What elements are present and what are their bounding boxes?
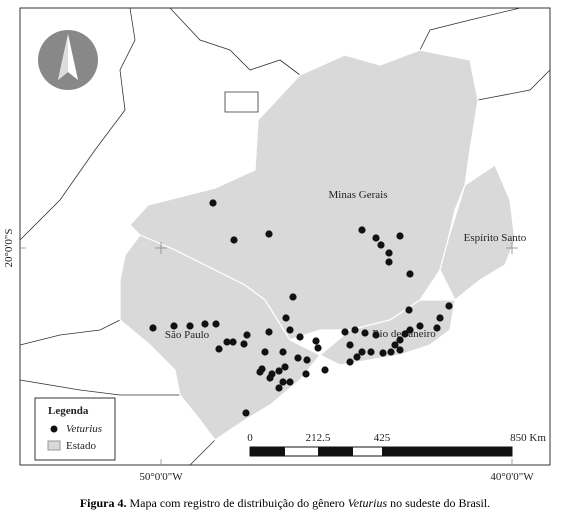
state-label: Espírito Santo xyxy=(464,232,527,244)
scale-label: 212.5 xyxy=(306,432,331,444)
record-point xyxy=(261,348,269,356)
record-point xyxy=(170,322,178,330)
record-point xyxy=(149,324,157,332)
record-point xyxy=(358,226,366,234)
record-point xyxy=(266,374,274,382)
record-point xyxy=(223,338,231,346)
record-point xyxy=(367,348,375,356)
record-point xyxy=(385,258,393,266)
neighbor-borders xyxy=(19,7,551,466)
legend: Legenda Veturius Estado xyxy=(34,397,116,461)
record-point xyxy=(265,328,273,336)
scale-label: 425 xyxy=(374,432,391,444)
states xyxy=(119,49,516,441)
caption: Figura 4. Mapa com registro de distribui… xyxy=(0,496,570,511)
legend-title: Legenda xyxy=(48,405,89,417)
record-point xyxy=(279,378,287,386)
record-point xyxy=(346,358,354,366)
record-point xyxy=(282,314,290,322)
record-point xyxy=(286,378,294,386)
graticule-crosses xyxy=(20,242,518,465)
record-point xyxy=(358,348,366,356)
record-point xyxy=(353,353,361,361)
record-point xyxy=(436,314,444,322)
record-point xyxy=(321,366,329,374)
caption-text: Mapa com registro de distribuição do gên… xyxy=(129,496,345,510)
record-point xyxy=(275,367,283,375)
record-point xyxy=(242,409,250,417)
record-point xyxy=(372,234,380,242)
record-point xyxy=(286,326,294,334)
caption-genus: Veturius xyxy=(347,496,388,510)
record-point xyxy=(361,329,369,337)
record-point xyxy=(289,293,297,301)
record-point xyxy=(229,338,237,346)
state-label: Minas Gerais xyxy=(329,189,388,201)
record-point xyxy=(372,331,380,339)
record-point xyxy=(281,363,289,371)
record-point xyxy=(351,326,359,334)
scale-label: 850 Km xyxy=(510,432,546,444)
scale-label: 0 xyxy=(247,432,253,444)
lon-label: 40°0'0"W xyxy=(490,471,534,483)
record-point xyxy=(406,270,414,278)
record-point xyxy=(279,348,287,356)
record-point xyxy=(445,302,453,310)
record-point xyxy=(396,336,404,344)
record-point xyxy=(230,236,238,244)
map: 20°0'0"S 50°0'0"W 40°0'0"W Minas Gerais … xyxy=(3,7,551,483)
record-point xyxy=(346,341,354,349)
record-point xyxy=(391,341,399,349)
record-point xyxy=(433,324,441,332)
record-point xyxy=(396,346,404,354)
record-point xyxy=(377,241,385,249)
record-point xyxy=(240,340,248,348)
records xyxy=(149,199,453,417)
scale-bar: 0 212.5 425 850 Km xyxy=(247,432,546,457)
record-point xyxy=(416,322,424,330)
record-point xyxy=(314,344,322,352)
state-label: São Paulo xyxy=(165,329,210,341)
record-point xyxy=(256,368,264,376)
record-point xyxy=(243,331,251,339)
record-point xyxy=(406,326,414,334)
caption-label: Figura 4. xyxy=(79,496,127,510)
record-point xyxy=(209,199,217,207)
record-point xyxy=(215,345,223,353)
record-point xyxy=(302,370,310,378)
lon-label: 50°0'0"W xyxy=(139,471,183,483)
record-point xyxy=(385,249,393,257)
record-point xyxy=(275,384,283,392)
record-point xyxy=(341,328,349,336)
record-point xyxy=(312,337,320,345)
caption-text: no sudeste do Brasil. xyxy=(390,496,491,510)
record-point xyxy=(387,348,395,356)
record-point xyxy=(405,306,413,314)
legend-entry: Estado xyxy=(66,440,96,452)
north-arrow xyxy=(38,30,98,90)
record-point xyxy=(212,320,220,328)
record-point xyxy=(303,356,311,364)
record-point xyxy=(186,322,194,330)
record-point xyxy=(401,330,409,338)
lat-label: 20°0'0"S xyxy=(3,229,15,268)
record-point xyxy=(379,349,387,357)
legend-entry: Veturius xyxy=(66,423,102,435)
record-point xyxy=(296,333,304,341)
record-point xyxy=(201,320,209,328)
record-point xyxy=(294,354,302,362)
record-point xyxy=(396,232,404,240)
record-point xyxy=(265,230,273,238)
